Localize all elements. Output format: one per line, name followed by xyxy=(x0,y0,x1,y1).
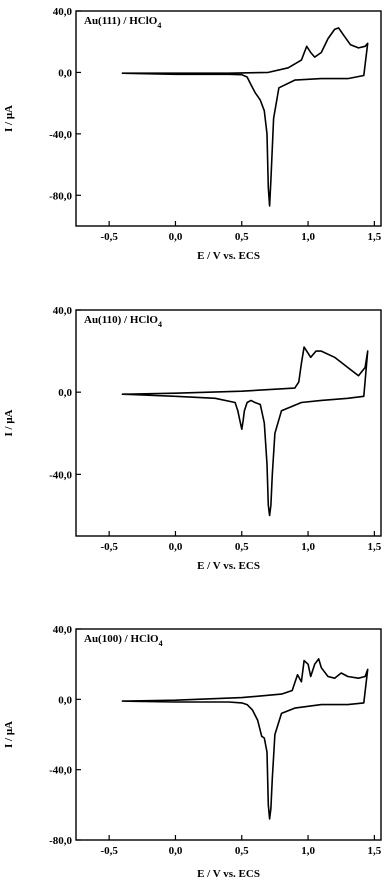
panel-label-subscript: 4 xyxy=(157,21,161,30)
y-tick-label: -40,0 xyxy=(49,765,72,777)
x-tick-label: -0,5 xyxy=(100,845,118,857)
x-axis-title: E / V vs. ECS xyxy=(197,250,260,262)
x-tick-label: 0,5 xyxy=(235,541,249,553)
panel-label: Au(100) / HClO4 xyxy=(84,633,163,648)
panel-label: Au(110) / HClO4 xyxy=(84,314,162,329)
y-axis-title: I / μA xyxy=(3,721,15,748)
x-axis-title: E / V vs. ECS xyxy=(197,560,260,572)
x-tick-label: 1,5 xyxy=(367,845,381,857)
y-axis-title: I / μA xyxy=(3,105,15,132)
x-tick-label: -0,5 xyxy=(100,231,118,243)
panel-label-main: Au(111) / HClO xyxy=(84,15,158,27)
y-axis-title: I / μA xyxy=(3,409,15,436)
x-tick-label: 0,0 xyxy=(169,231,183,243)
y-tick-label: 40,0 xyxy=(53,6,73,18)
x-axis-title: E / V vs. ECS xyxy=(197,868,260,880)
x-tick-label: 1,0 xyxy=(301,231,315,243)
x-tick-label: 0,5 xyxy=(235,845,249,857)
y-tick-label: 40,0 xyxy=(53,624,73,636)
cv-panel-2: -0,5 0,0 0,5 1,0 1,5 40,0 0,0 -40,0 E / V vs. EC… xyxy=(3,305,382,572)
y-tick-label: 0,0 xyxy=(58,67,72,79)
x-tick-label: 1,5 xyxy=(367,231,381,243)
panel-label-main: Au(110) / HClO xyxy=(84,314,158,326)
cv-panel-1: -0,5 0,0 0,5 1,0 1,5 40,0 0,0 -40,0 -80,0 E / V v… xyxy=(3,6,382,262)
x-tick-label: 1,0 xyxy=(301,541,315,553)
y-tick-label: 0,0 xyxy=(58,387,72,399)
y-tick-label: -40,0 xyxy=(49,129,72,141)
cv-curve xyxy=(121,658,369,820)
y-tick-label: 40,0 xyxy=(53,305,73,317)
x-tick-label: 0,0 xyxy=(169,845,183,857)
panel-label-main: Au(100) / HClO xyxy=(84,633,159,645)
panel-label: Au(111) / HClO4 xyxy=(84,15,161,30)
x-tick-label: 1,0 xyxy=(301,845,315,857)
plot-frame xyxy=(75,628,382,841)
plot-frame xyxy=(75,10,382,227)
cv-curve xyxy=(121,346,369,517)
cv-panel-3: -0,5 0,0 0,5 1,0 1,5 40,0 0,0 -40,0 -80,0 E / V v… xyxy=(3,624,382,880)
panel-label-subscript: 4 xyxy=(159,639,163,648)
x-tick-label: 0,0 xyxy=(169,541,183,553)
y-tick-label: -80,0 xyxy=(49,835,72,847)
y-tick-label: -40,0 xyxy=(49,469,72,481)
panel-label-subscript: 4 xyxy=(158,320,162,329)
plot-frame xyxy=(75,309,382,537)
y-tick-label: 0,0 xyxy=(58,694,72,706)
y-tick-label: -80,0 xyxy=(49,190,72,202)
x-tick-label: -0,5 xyxy=(100,541,118,553)
x-tick-label: 0,5 xyxy=(235,231,249,243)
cv-curve xyxy=(121,27,369,207)
x-tick-label: 1,5 xyxy=(367,541,381,553)
